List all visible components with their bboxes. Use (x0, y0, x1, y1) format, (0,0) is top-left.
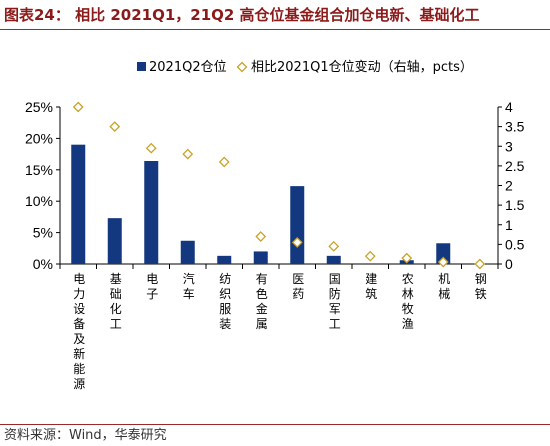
bar (290, 186, 305, 264)
source-note: 资料来源：Wind，华泰研究 (4, 428, 167, 443)
marker-series (72, 101, 486, 270)
diamond-marker (218, 156, 230, 168)
left-axis-tick-label: 15% (25, 162, 53, 178)
category-label: 汽车 (183, 271, 195, 301)
diamond-marker (145, 142, 157, 154)
left-axis-tick-label: 10% (25, 193, 53, 209)
right-axis-tick-label: 1 (505, 217, 513, 233)
right-axis-tick-label: 0.5 (505, 236, 525, 252)
axes: 0% 5% 10% 15% 20% 25% 0 0.5 1 1.5 2 2.5 3 3.5 4 (25, 99, 525, 272)
diamond-marker (291, 236, 303, 248)
bar (436, 243, 451, 264)
category-label: 建筑 (365, 272, 377, 301)
bar (107, 218, 122, 264)
bar (144, 161, 159, 264)
category-label: 机械 (438, 272, 450, 301)
category-label: 有色金属 (256, 272, 268, 331)
bar-series (71, 144, 451, 264)
diamond-marker (255, 231, 267, 242)
diamond-marker (437, 256, 449, 268)
category-label: 农林牧渔 (402, 272, 414, 331)
category-label: 钢铁 (475, 272, 487, 301)
diamond-marker (474, 258, 486, 270)
diamond-marker (109, 121, 121, 133)
category-label: 电子 (146, 272, 158, 301)
legend-diamond-label: 相比2021Q1仓位变动（右轴，pcts） (251, 59, 473, 75)
category-label: 国防军工 (329, 272, 341, 331)
right-axis-tick-label: 1.5 (505, 197, 525, 213)
left-axis-tick-label: 0% (33, 256, 53, 272)
legend-bar-swatch (137, 62, 146, 71)
diamond-marker (328, 240, 340, 252)
left-axis-tick-label: 5% (33, 225, 53, 241)
title-divider (0, 29, 550, 30)
legend-diamond-swatch (236, 61, 248, 73)
bar (180, 240, 195, 264)
diamond-marker (72, 101, 84, 113)
category-label: 电力设备及新能源 (73, 272, 85, 391)
bar (326, 255, 341, 264)
diamond-marker (182, 148, 194, 160)
category-label: 纺织服装 (219, 272, 231, 331)
bar (217, 255, 232, 264)
right-axis-tick-label: 2 (505, 178, 513, 194)
right-axis-tick-label: 3 (505, 138, 513, 154)
right-axis-tick-label: 4 (505, 99, 513, 115)
bar (253, 251, 268, 264)
diamond-marker (364, 250, 376, 262)
diamond-marker (401, 252, 413, 264)
left-axis-tick-label: 25% (25, 99, 53, 115)
title-bar: 图表24： 相比 2021Q1，21Q2 高仓位基金组合加仓电新、基础化工 (0, 0, 550, 30)
chart-title: 图表24： 相比 2021Q1，21Q2 高仓位基金组合加仓电新、基础化工 (4, 6, 480, 24)
bar (363, 263, 378, 264)
left-axis-tick-label: 20% (25, 130, 53, 146)
right-axis-tick-label: 0 (505, 256, 513, 272)
chart: 2021Q2仓位 相比2021Q1仓位变动（右轴，pcts） 0% 5% 10% 15… (25, 59, 525, 391)
legend: 2021Q2仓位 相比2021Q1仓位变动（右轴，pcts） (137, 59, 473, 75)
legend-bar-label: 2021Q2仓位 (149, 60, 227, 75)
right-axis-tick-label: 2.5 (505, 158, 525, 174)
category-label: 基础化工 (110, 272, 122, 331)
footer-divider (0, 424, 550, 425)
bar (71, 144, 86, 264)
right-axis-tick-label: 3.5 (505, 119, 525, 135)
category-label: 医药 (292, 272, 304, 301)
